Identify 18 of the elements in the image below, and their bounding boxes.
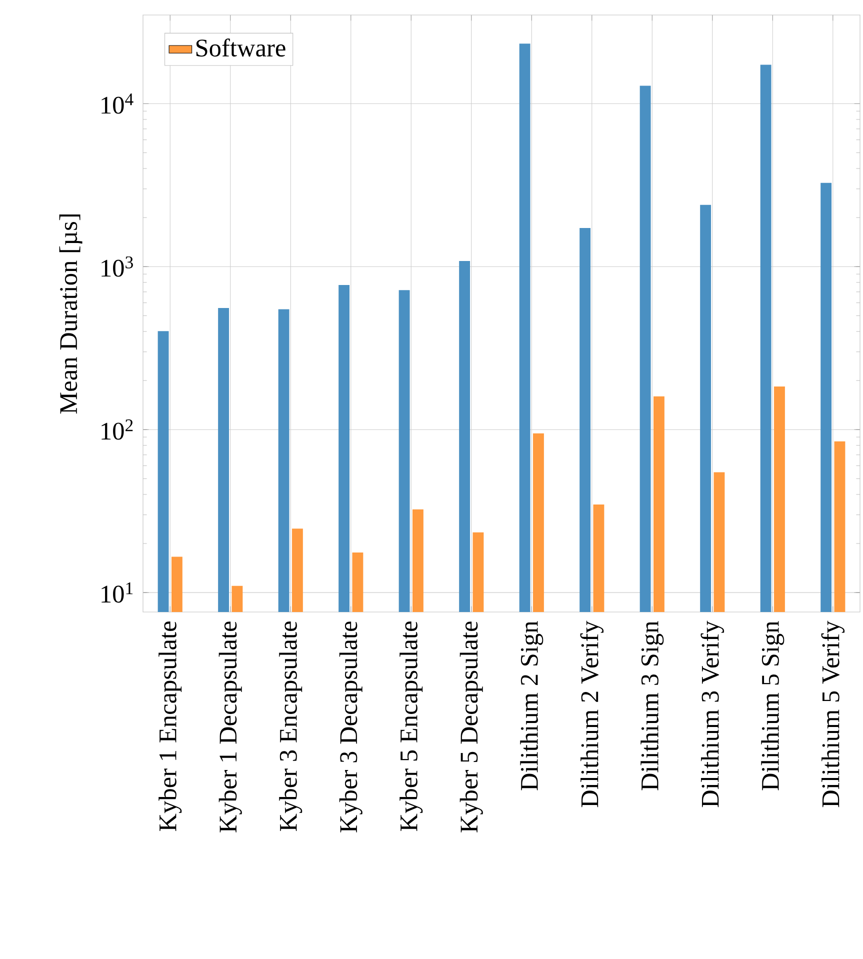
y-tick-label: 10$^{4}$ xyxy=(102,94,134,114)
x-tick-label: Dilithium 2 Sign xyxy=(520,621,544,790)
x-tick-label: Dilithium 5 Verify xyxy=(821,620,845,808)
y-tick-label: 10$^{3}$ xyxy=(102,256,133,277)
x-tick-label: Dilithium 3 Verify xyxy=(700,620,724,808)
x-tick-label: Kyber 5 Encapsulate xyxy=(400,622,423,832)
legend-label: Software xyxy=(196,38,286,57)
x-tick-label: Dilithium 3 Sign xyxy=(640,621,664,790)
y-axis-title: Mean Duration [µs] xyxy=(59,214,82,414)
x-tick-label: Kyber 3 Encapsulate xyxy=(279,622,302,832)
x-tick-label: Kyber 5 Decapsulate xyxy=(460,622,483,832)
x-tick-label: Dilithium 5 Sign xyxy=(761,621,784,790)
y-tick-label: 10$^{1}$ xyxy=(102,582,133,603)
y-tick-label: 10$^{2}$ xyxy=(102,419,133,440)
x-tick-label: Dilithium 2 Verify xyxy=(580,620,604,808)
x-tick-label: Kyber 3 Decapsulate xyxy=(339,622,362,832)
x-tick-label: Kyber 1 Encapsulate xyxy=(158,622,182,832)
x-tick-label: Kyber 1 Decapsulate xyxy=(218,622,242,832)
